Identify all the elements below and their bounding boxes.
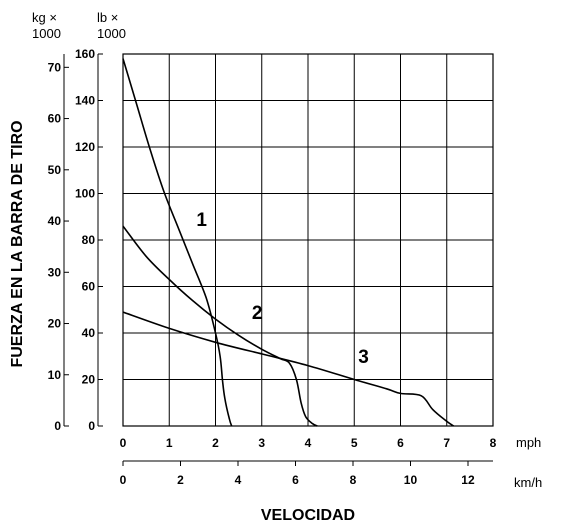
kg-tick-label: 0 <box>54 419 61 433</box>
kmh-tick-label: 12 <box>461 473 475 487</box>
kmh-tick-label: 0 <box>120 473 127 487</box>
series-label-3: 3 <box>358 347 369 368</box>
mph-tick-label: 7 <box>443 436 450 450</box>
mph-tick-label: 3 <box>258 436 265 450</box>
mph-unit-label: mph <box>516 435 541 450</box>
mph-tick-label: 6 <box>397 436 404 450</box>
grid <box>122 53 494 427</box>
kmh-unit-label: km/h <box>514 475 542 490</box>
lb-tick-label: 0 <box>88 419 95 433</box>
series-line-1 <box>122 58 233 427</box>
kg-tick-label: 30 <box>48 265 62 279</box>
kmh-tick-label: 8 <box>350 473 357 487</box>
kmh-tick-label: 2 <box>177 473 184 487</box>
series-line-2 <box>122 225 318 427</box>
kg-tick-label: 10 <box>48 368 62 382</box>
kg-tick-label: 20 <box>48 317 62 331</box>
lb-unit-label-line1: lb × <box>97 10 118 25</box>
kmh-tick-label: 4 <box>235 473 242 487</box>
lb-tick-label: 140 <box>75 94 95 108</box>
mph-tick-label: 4 <box>305 436 312 450</box>
kg-tick-label: 40 <box>48 214 62 228</box>
lb-tick-label: 100 <box>75 187 95 201</box>
kg-tick-label: 50 <box>48 163 62 177</box>
kmh-tick-label: 6 <box>292 473 299 487</box>
mph-tick-label: 8 <box>490 436 497 450</box>
lb-tick-label: 40 <box>82 326 96 340</box>
series-label-2: 2 <box>252 303 263 324</box>
lb-tick-label: 80 <box>82 233 96 247</box>
lb-tick-label: 120 <box>75 140 95 154</box>
series-label-1: 1 <box>196 210 207 231</box>
kmh-tick-label: 10 <box>404 473 418 487</box>
plot-frame <box>122 53 494 427</box>
mph-tick-label: 0 <box>120 436 127 450</box>
x-axis-title: VELOCIDAD <box>261 507 355 524</box>
lb-tick-label: 160 <box>75 47 95 61</box>
series-line-3 <box>122 311 455 427</box>
mph-tick-label: 1 <box>166 436 173 450</box>
curves <box>122 58 455 427</box>
kg-unit-label-line1: kg × <box>32 10 57 25</box>
lb-tick-label: 20 <box>82 373 96 387</box>
lb-tick-label: 60 <box>82 280 96 294</box>
y-axis-title: FUERZA EN LA BARRA DE TIRO <box>9 120 26 367</box>
kg-tick-label: 60 <box>48 112 62 126</box>
kg-unit-label-line2: 1000 <box>32 26 61 41</box>
lb-unit-label-line2: 1000 <box>97 26 126 41</box>
kg-tick-label: 70 <box>48 60 62 74</box>
mph-tick-label: 5 <box>351 436 358 450</box>
mph-tick-label: 2 <box>212 436 219 450</box>
